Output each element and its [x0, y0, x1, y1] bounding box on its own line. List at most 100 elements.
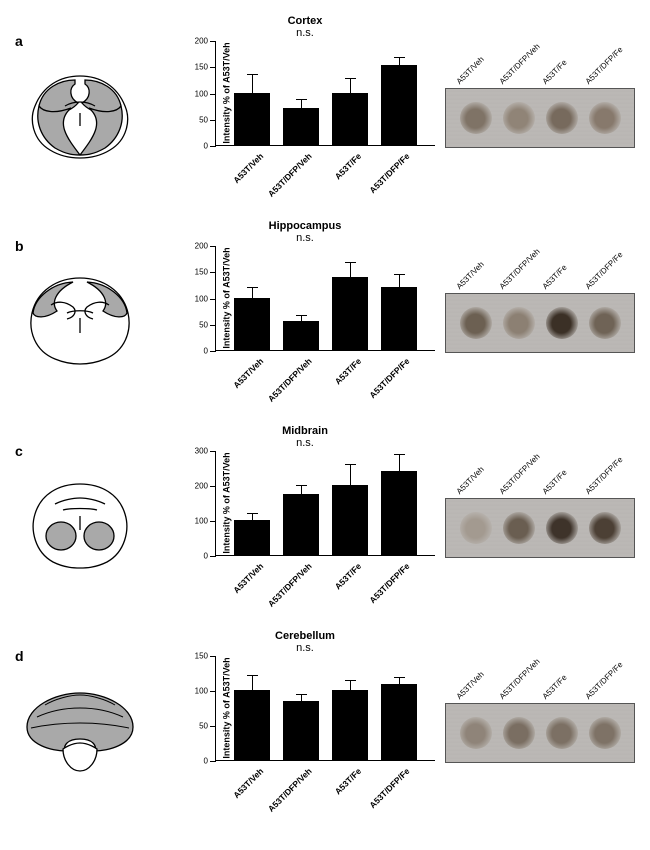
- bar-chart: Cerebellumn.s. Intensity % of A53T/Veh 0…: [170, 630, 440, 810]
- category-label: A53T/Fe: [332, 766, 362, 796]
- category-label: A53T/DFP/Veh: [266, 151, 314, 199]
- blot-spot: [546, 512, 578, 544]
- ytick-label: 0: [184, 142, 208, 151]
- chart-title: Hippocampusn.s.: [170, 220, 440, 244]
- bar: A53T/Fe: [332, 93, 368, 146]
- category-label: A53T/DFP/Fe: [368, 356, 412, 400]
- bar-chart: Hippocampusn.s. Intensity % of A53T/Veh …: [170, 220, 440, 400]
- category-label: A53T/DFP/Veh: [266, 561, 314, 609]
- bar: A53T/DFP/Veh: [283, 321, 319, 350]
- panel-letter: b: [15, 238, 24, 254]
- ytick-label: 200: [184, 242, 208, 251]
- panel-letter: a: [15, 33, 23, 49]
- blot-label: A53T/Veh: [455, 669, 486, 700]
- panel-letter: c: [15, 443, 23, 459]
- blot-spot: [546, 717, 578, 749]
- ytick-label: 50: [184, 115, 208, 124]
- category-label: A53T/Veh: [231, 766, 265, 800]
- brain-midbrain: [15, 468, 145, 578]
- category-label: A53T/Veh: [231, 561, 265, 595]
- brain-cerebellum: [15, 673, 145, 783]
- ytick-label: 0: [184, 757, 208, 766]
- bar: A53T/DFP/Veh: [283, 108, 319, 145]
- blot-spot: [460, 102, 492, 134]
- panel-row-b: b Hippocampusn.s. Intensity % of A53T/Ve…: [15, 220, 635, 400]
- blot-label: A53T/Fe: [541, 57, 569, 85]
- ytick-label: 150: [184, 268, 208, 277]
- blot-spot: [546, 307, 578, 339]
- ytick-label: 300: [184, 447, 208, 456]
- blot-label: A53T/DFP/Veh: [498, 656, 542, 700]
- bar: A53T/DFP/Veh: [283, 494, 319, 555]
- category-label: A53T/Veh: [231, 151, 265, 185]
- blot-label: A53T/Fe: [541, 467, 569, 495]
- ytick-label: 100: [184, 89, 208, 98]
- bar: A53T/Fe: [332, 485, 368, 555]
- ytick-label: 200: [184, 482, 208, 491]
- blot-spot: [460, 717, 492, 749]
- panel-row-d: d Cerebellumn.s. Intensity % of A53T/Veh…: [15, 630, 635, 810]
- dot-blot: A53T/Veh A53T/DFP/VehA53T/Fe A53T/DFP/Fe: [445, 653, 635, 788]
- bar: A53T/DFP/Fe: [381, 287, 417, 350]
- category-label: A53T/DFP/Veh: [266, 356, 314, 404]
- blot-spot: [589, 102, 621, 134]
- category-label: A53T/Fe: [332, 561, 362, 591]
- blot-spot: [503, 102, 535, 134]
- ytick-label: 0: [184, 347, 208, 356]
- dot-blot: A53T/Veh A53T/DFP/VehA53T/Fe A53T/DFP/Fe: [445, 243, 635, 378]
- panel-row-c: c Midbrainn.s. Intensity % of A53T/Veh 0…: [15, 425, 635, 605]
- category-label: A53T/Veh: [231, 356, 265, 390]
- panel-row-a: a Cortexn.s. Intensity % of A53T/Veh 0 5…: [15, 15, 635, 195]
- ytick-label: 100: [184, 517, 208, 526]
- bar-chart: Cortexn.s. Intensity % of A53T/Veh 0 50 …: [170, 15, 440, 195]
- blot-spot: [460, 307, 492, 339]
- blot-label: A53T/DFP/Fe: [584, 660, 625, 701]
- ytick-label: 50: [184, 320, 208, 329]
- blot-label: A53T/Fe: [541, 262, 569, 290]
- bar: A53T/Veh: [234, 690, 270, 760]
- blot-label: A53T/DFP/Veh: [498, 451, 542, 495]
- blot-label: A53T/Veh: [455, 54, 486, 85]
- blot-label: A53T/DFP/Veh: [498, 41, 542, 85]
- blot-spot: [589, 307, 621, 339]
- bar: A53T/DFP/Veh: [283, 701, 319, 761]
- category-label: A53T/Fe: [332, 151, 362, 181]
- blot-spot: [589, 512, 621, 544]
- bar: A53T/Veh: [234, 93, 270, 146]
- blot-label: A53T/DFP/Fe: [584, 250, 625, 291]
- blot-spot: [503, 717, 535, 749]
- blot-spot: [460, 512, 492, 544]
- dot-blot: A53T/VehA53T/DFP/VehA53T/FeA53T/DFP/Fe: [445, 448, 635, 583]
- bar: A53T/DFP/Fe: [381, 471, 417, 555]
- category-label: A53T/DFP/Fe: [368, 151, 412, 195]
- blot-label: A53T/Fe: [541, 672, 569, 700]
- blot-label: A53T/Veh: [455, 259, 486, 290]
- bar: A53T/Veh: [234, 520, 270, 555]
- blot-spot: [546, 102, 578, 134]
- category-label: A53T/DFP/Fe: [368, 561, 412, 605]
- ytick-label: 100: [184, 294, 208, 303]
- bar: A53T/Fe: [332, 690, 368, 760]
- bar: A53T/DFP/Fe: [381, 684, 417, 760]
- blot-spot: [503, 512, 535, 544]
- ytick-label: 100: [184, 687, 208, 696]
- blot-label: A53T/DFP/Fe: [584, 45, 625, 86]
- bar: A53T/Fe: [332, 277, 368, 351]
- chart-title: Midbrainn.s.: [170, 425, 440, 449]
- category-label: A53T/Fe: [332, 356, 362, 386]
- blot-spot: [503, 307, 535, 339]
- bar-chart: Midbrainn.s. Intensity % of A53T/Veh 0 1…: [170, 425, 440, 605]
- ytick-label: 150: [184, 652, 208, 661]
- bar: A53T/DFP/Fe: [381, 65, 417, 145]
- blot-spot: [589, 717, 621, 749]
- chart-title: Cortexn.s.: [170, 15, 440, 39]
- blot-label: A53T/DFP/Veh: [498, 246, 542, 290]
- blot-label: A53T/DFP/Fe: [584, 455, 625, 496]
- ytick-label: 0: [184, 552, 208, 561]
- brain-hippocampus: [15, 263, 145, 373]
- brain-cortex: [15, 58, 145, 168]
- ytick-label: 200: [184, 37, 208, 46]
- panel-letter: d: [15, 648, 24, 664]
- bar: A53T/Veh: [234, 298, 270, 351]
- ytick-label: 150: [184, 63, 208, 72]
